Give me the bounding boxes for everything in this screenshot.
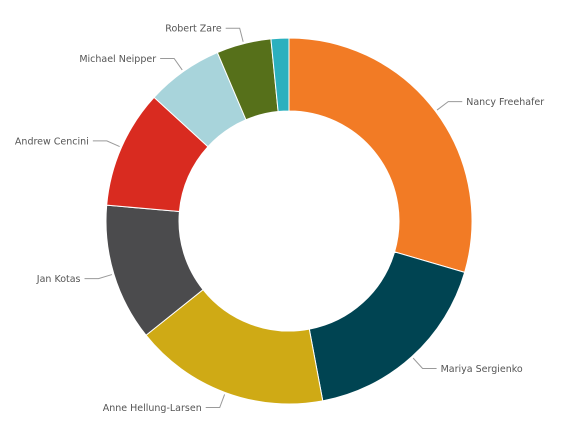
label-mariya-sergienko: Mariya Sergienko [441, 364, 523, 375]
leader-andrew-cencini [92, 140, 120, 147]
leader-mariya-sergienko [412, 357, 437, 370]
label-anne-hellung-larsen: Anne Hellung-Larsen [103, 403, 202, 414]
label-robert-zare: Robert Zare [165, 24, 222, 35]
leader-anne-hellung-larsen [205, 394, 226, 409]
leader-lines [84, 27, 463, 409]
label-jan-kotas: Jan Kotas [36, 274, 81, 285]
donut-slices [105, 37, 473, 405]
leader-nancy-freehafer [436, 101, 463, 111]
label-andrew-cencini: Andrew Cencini [15, 136, 89, 147]
leader-michael-neipper [160, 58, 183, 71]
leader-robert-zare [225, 27, 244, 42]
slice-labels: Nancy Freehafer Mariya Sergienko Anne Hell… [15, 24, 544, 414]
label-nancy-freehafer: Nancy Freehafer [466, 97, 544, 108]
slice-slice-7 [270, 37, 290, 113]
slice-mariya-sergienko [308, 251, 466, 402]
label-michael-neipper: Michael Neipper [79, 54, 156, 65]
leader-jan-kotas [84, 274, 113, 280]
slice-nancy-freehafer [288, 37, 473, 273]
